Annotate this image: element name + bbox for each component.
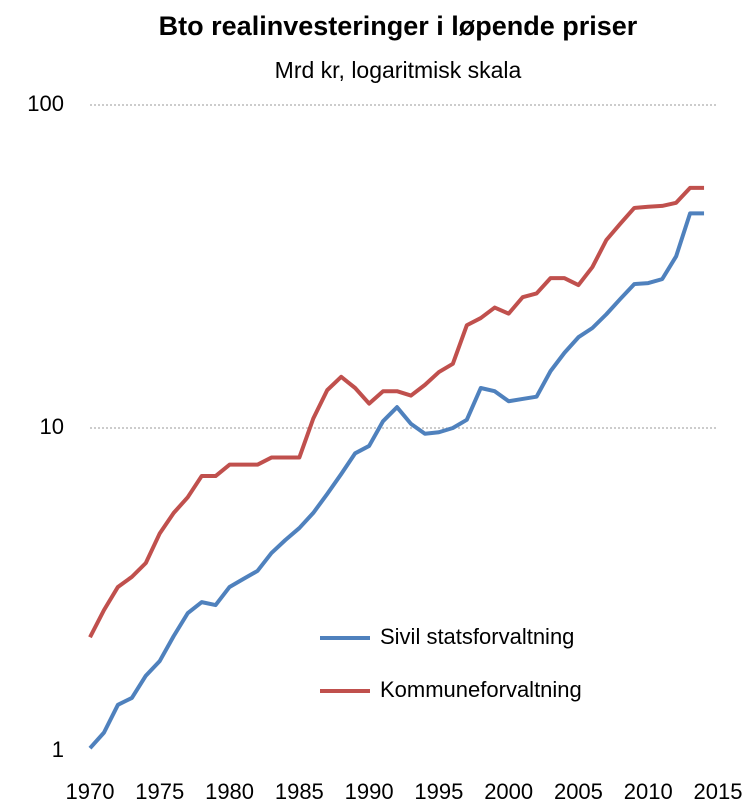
x-tick-label: 1975 <box>135 779 184 804</box>
legend-label: Kommuneforvaltning <box>380 677 582 702</box>
chart-title: Bto realinvesteringer i løpende priser <box>159 11 638 41</box>
series-line <box>88 185 705 639</box>
x-tick-label: 1970 <box>66 779 115 804</box>
x-tick-label: 2000 <box>484 779 533 804</box>
y-tick-label: 1 <box>52 737 64 762</box>
x-tick-label: 2005 <box>554 779 603 804</box>
x-tick-label: 1995 <box>414 779 463 804</box>
x-tick-label: 1980 <box>205 779 254 804</box>
chart-subtitle: Mrd kr, logaritmisk skala <box>275 57 522 83</box>
series-line <box>88 211 705 750</box>
x-tick-label: 2010 <box>624 779 673 804</box>
legend-label: Sivil statsforvaltning <box>380 624 574 649</box>
x-tick-label: 1990 <box>345 779 394 804</box>
x-tick-label: 1985 <box>275 779 324 804</box>
x-tick-label: 2015 <box>694 779 743 804</box>
y-tick-label: 10 <box>40 414 64 439</box>
y-tick-label: 100 <box>27 91 64 116</box>
